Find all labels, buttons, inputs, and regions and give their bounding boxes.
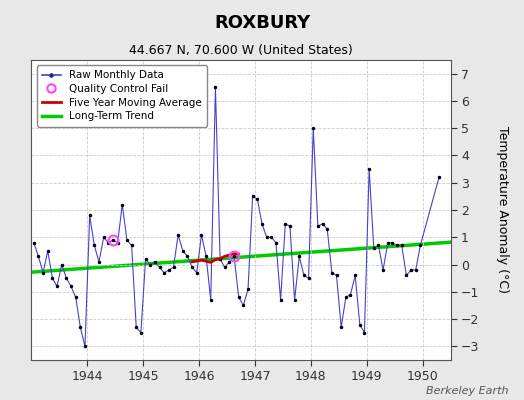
Text: ROXBURY: ROXBURY (214, 14, 310, 32)
Legend: Raw Monthly Data, Quality Control Fail, Five Year Moving Average, Long-Term Tren: Raw Monthly Data, Quality Control Fail, … (37, 65, 207, 126)
Title: 44.667 N, 70.600 W (United States): 44.667 N, 70.600 W (United States) (129, 44, 353, 58)
Text: Berkeley Earth: Berkeley Earth (426, 386, 508, 396)
Y-axis label: Temperature Anomaly (°C): Temperature Anomaly (°C) (496, 126, 509, 294)
